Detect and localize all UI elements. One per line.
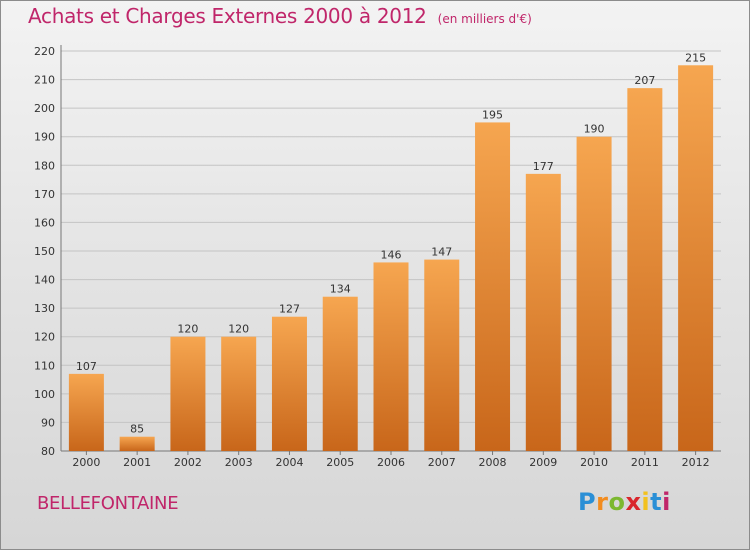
data-label: 120 bbox=[228, 323, 249, 336]
data-label: 146 bbox=[381, 248, 402, 261]
bar bbox=[627, 88, 663, 452]
data-label: 120 bbox=[177, 323, 198, 336]
logo-letter: P bbox=[578, 488, 597, 516]
chart-title-text: Achats et Charges Externes 2000 à 2012 bbox=[28, 4, 427, 28]
labels: 8090100110120130140150160170180190200210… bbox=[34, 45, 710, 469]
y-tick-label: 80 bbox=[41, 445, 55, 458]
data-label: 127 bbox=[279, 303, 300, 316]
y-tick-label: 190 bbox=[34, 131, 55, 144]
x-tick-label: 2007 bbox=[428, 456, 456, 469]
x-tick-label: 2006 bbox=[377, 456, 405, 469]
x-tick-label: 2004 bbox=[275, 456, 303, 469]
y-tick-label: 150 bbox=[34, 245, 55, 258]
y-tick-label: 90 bbox=[41, 416, 55, 429]
y-tick-label: 200 bbox=[34, 102, 55, 115]
logo-letter: o bbox=[608, 488, 626, 516]
y-tick-label: 160 bbox=[34, 216, 55, 229]
data-label: 190 bbox=[584, 123, 605, 136]
data-label: 177 bbox=[533, 160, 554, 173]
bars bbox=[68, 65, 714, 452]
data-label: 147 bbox=[431, 246, 452, 259]
y-tick-label: 210 bbox=[34, 74, 55, 87]
y-tick-label: 110 bbox=[34, 359, 55, 372]
y-tick-label: 220 bbox=[34, 45, 55, 58]
bar bbox=[424, 259, 460, 451]
y-tick-label: 170 bbox=[34, 188, 55, 201]
data-label: 85 bbox=[130, 423, 144, 436]
logo-letter: i bbox=[641, 488, 651, 516]
y-tick-label: 180 bbox=[34, 159, 55, 172]
data-label: 207 bbox=[634, 74, 655, 87]
logo-letter: t bbox=[650, 488, 663, 516]
x-tick-label: 2003 bbox=[225, 456, 253, 469]
data-label: 107 bbox=[76, 360, 97, 373]
x-tick-label: 2002 bbox=[174, 456, 202, 469]
bar bbox=[576, 136, 612, 451]
bar bbox=[271, 316, 307, 451]
x-tick-label: 2012 bbox=[682, 456, 710, 469]
y-tick-label: 120 bbox=[34, 331, 55, 344]
logo-letter: r bbox=[596, 488, 609, 516]
bar bbox=[68, 373, 104, 451]
x-tick-label: 2005 bbox=[326, 456, 354, 469]
bar bbox=[525, 173, 561, 451]
proxiti-logo: Proxiti bbox=[578, 488, 671, 516]
chart-unit-note: (en milliers d'€) bbox=[437, 12, 532, 26]
place-name: BELLEFONTAINE bbox=[37, 493, 179, 514]
logo-letter: x bbox=[625, 488, 642, 516]
bar bbox=[475, 122, 511, 451]
y-tick-label: 140 bbox=[34, 274, 55, 287]
logo-letter: i bbox=[662, 488, 671, 516]
y-tick-label: 130 bbox=[34, 302, 55, 315]
x-tick-label: 2010 bbox=[580, 456, 608, 469]
x-tick-label: 2001 bbox=[123, 456, 151, 469]
bar bbox=[373, 262, 409, 451]
bar bbox=[678, 65, 714, 452]
bar bbox=[170, 336, 206, 451]
y-tick-label: 100 bbox=[34, 388, 55, 401]
x-tick-label: 2008 bbox=[479, 456, 507, 469]
bar bbox=[221, 336, 257, 451]
x-tick-label: 2009 bbox=[529, 456, 557, 469]
data-label: 134 bbox=[330, 283, 351, 296]
x-tick-label: 2011 bbox=[631, 456, 659, 469]
bar bbox=[322, 296, 358, 451]
data-label: 215 bbox=[685, 51, 706, 64]
bar bbox=[119, 436, 155, 451]
chart-title: Achats et Charges Externes 2000 à 2012 (… bbox=[28, 4, 532, 28]
data-label: 195 bbox=[482, 108, 503, 121]
x-tick-label: 2000 bbox=[72, 456, 100, 469]
